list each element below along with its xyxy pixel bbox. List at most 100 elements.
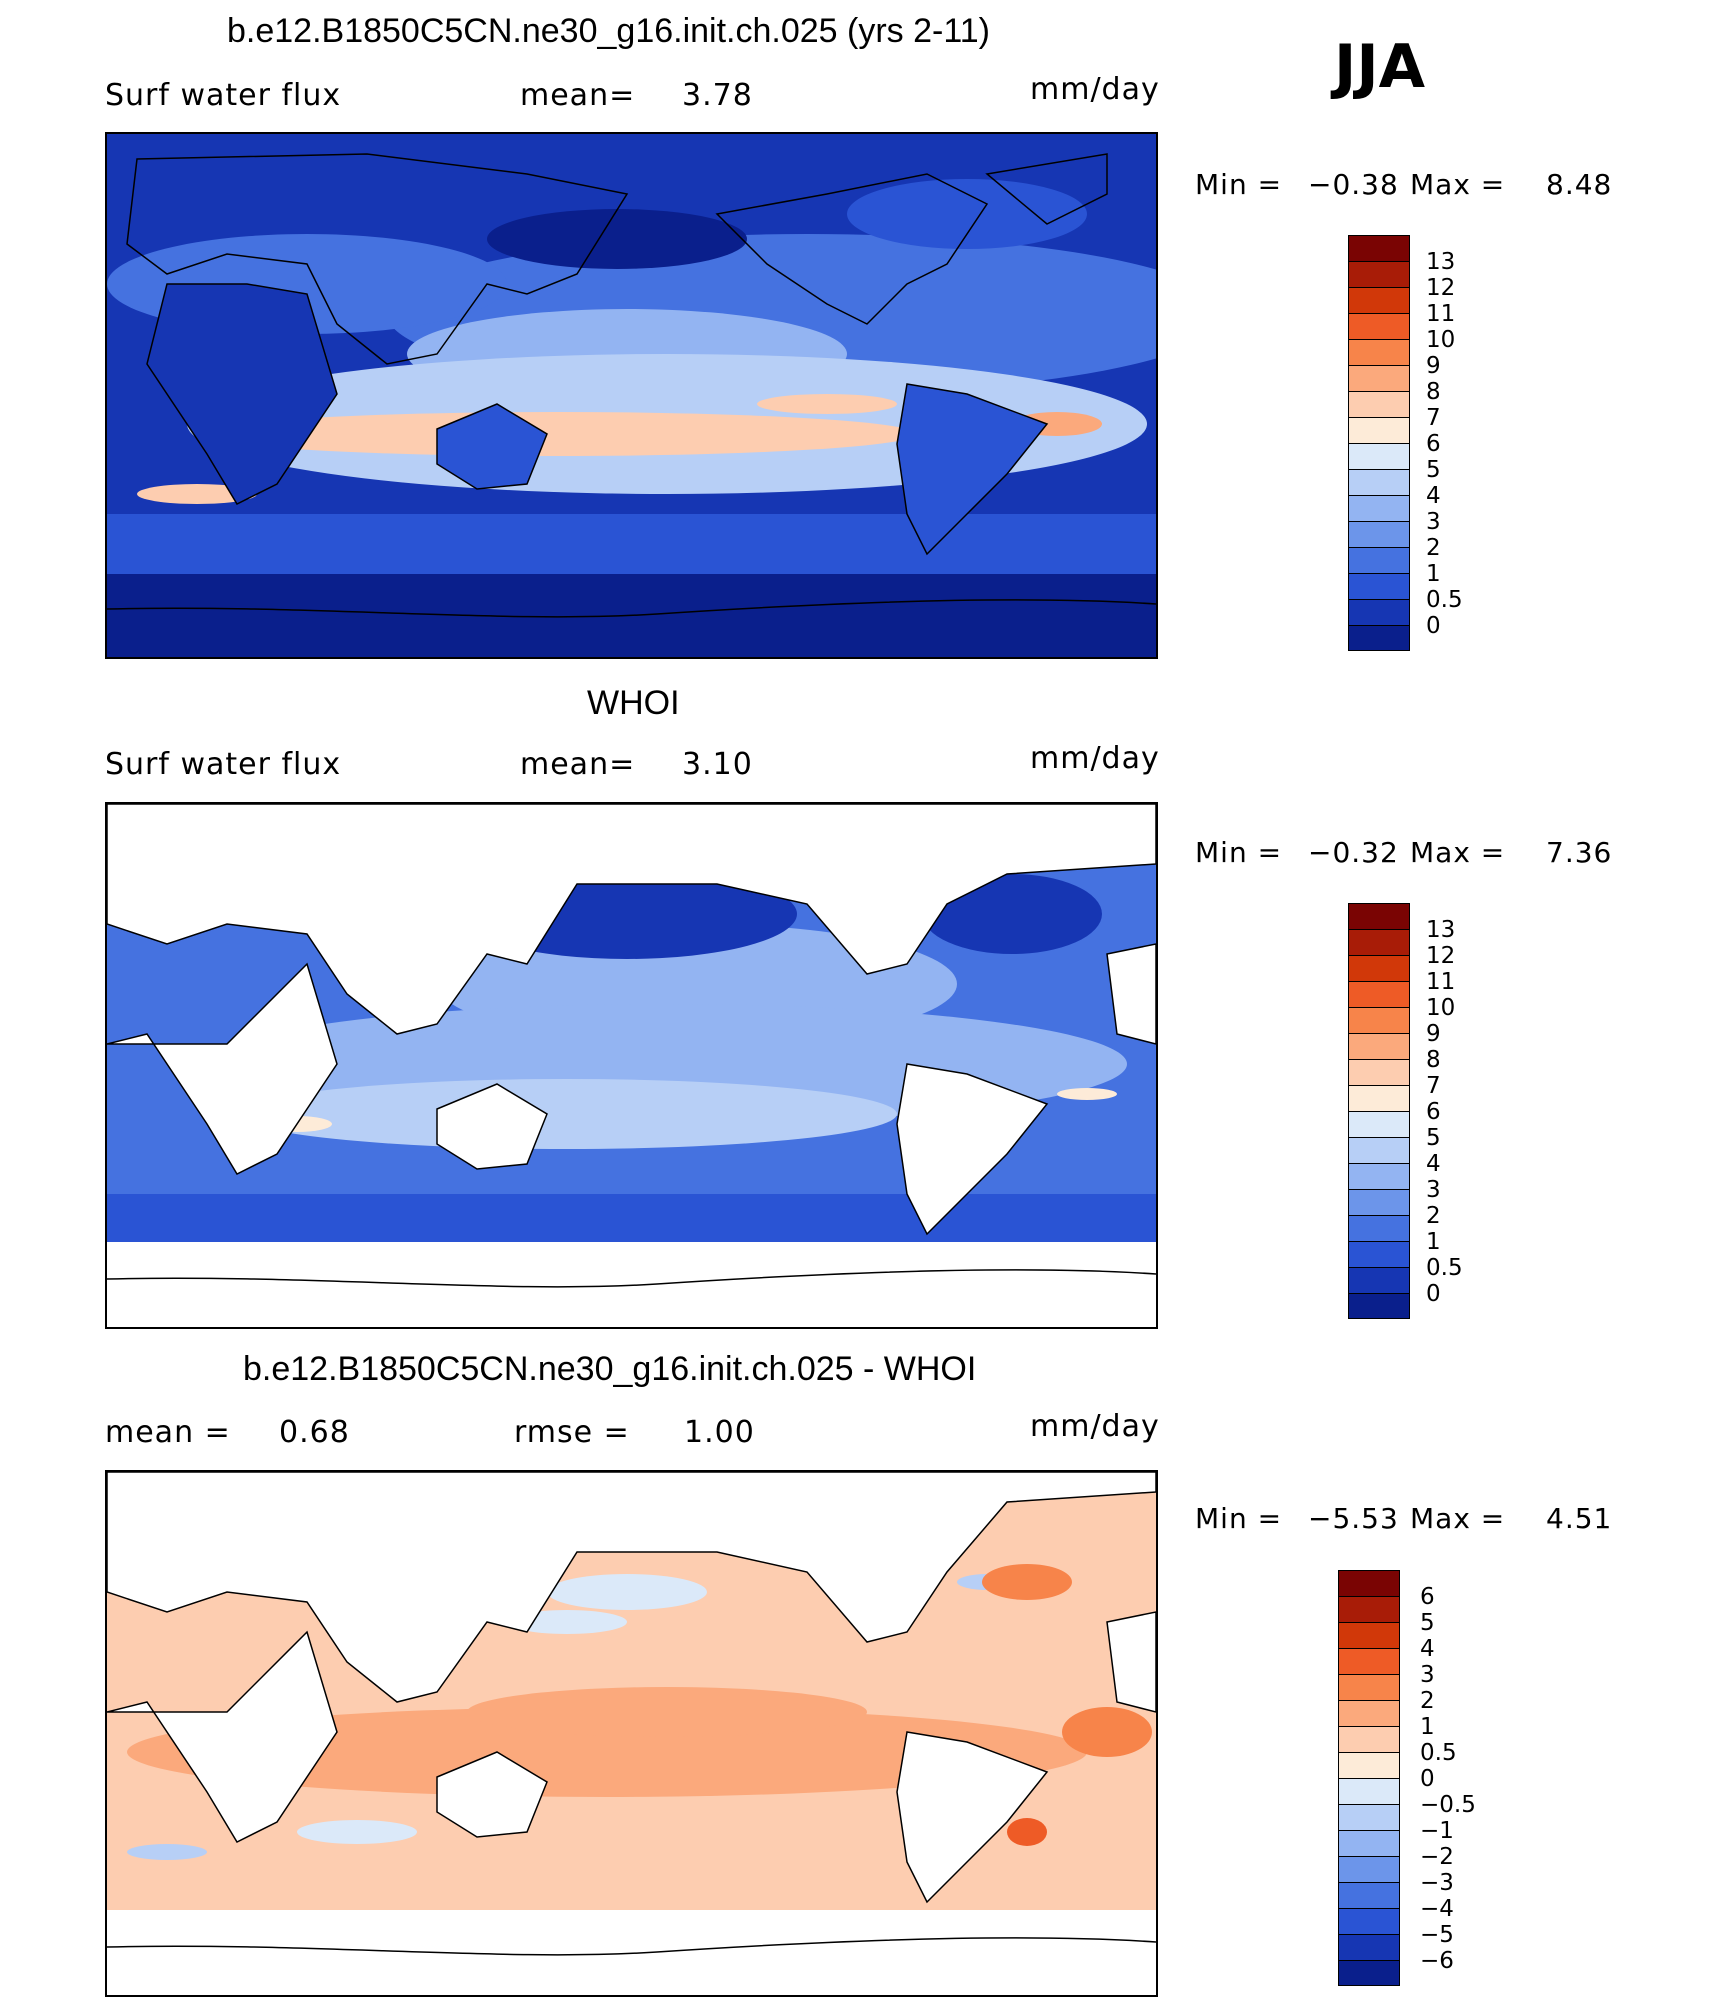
colorbar-tick-label: 3 <box>1426 509 1441 535</box>
colorbar-swatch <box>1338 1648 1400 1674</box>
panel2-min-label: Min = <box>1195 836 1283 869</box>
colorbar-swatch <box>1348 1007 1410 1033</box>
panel3-map-field <box>107 1472 1156 1995</box>
colorbar-swatch <box>1338 1726 1400 1752</box>
colorbar-tick-label: 11 <box>1426 969 1456 995</box>
colorbar-tick-label: 10 <box>1426 995 1456 1021</box>
colorbar-swatch <box>1348 521 1410 547</box>
colorbar-tick-label: 7 <box>1426 1073 1441 1099</box>
colorbar-tick-label: 0.5 <box>1426 1255 1463 1281</box>
colorbar-swatch <box>1338 1934 1400 1960</box>
colorbar-swatch <box>1348 1215 1410 1241</box>
colorbar-swatch <box>1348 625 1410 651</box>
colorbar-swatch <box>1348 339 1410 365</box>
colorbar-swatch <box>1348 469 1410 495</box>
colorbar-swatch <box>1338 1752 1400 1778</box>
panel2-max-label: Max = <box>1410 836 1506 869</box>
colorbar-swatch <box>1338 1674 1400 1700</box>
colorbar-swatch <box>1338 1778 1400 1804</box>
panel2-variable-label: Surf water flux <box>105 747 342 782</box>
colorbar-tick-label: −1 <box>1420 1818 1454 1844</box>
colorbar-tick-label: 0 <box>1426 613 1441 639</box>
panel2-title: WHOI <box>587 684 680 722</box>
colorbar-swatch <box>1348 1189 1410 1215</box>
colorbar-swatch <box>1348 1033 1410 1059</box>
colorbar-swatch <box>1348 1085 1410 1111</box>
colorbar-swatch <box>1348 1241 1410 1267</box>
colorbar-tick-label: 0 <box>1420 1766 1435 1792</box>
colorbar-swatch <box>1348 235 1410 261</box>
panel3-min-value: −5.53 <box>1308 1502 1399 1535</box>
colorbar-tick-label: 6 <box>1426 1099 1441 1125</box>
colorbar-tick-label: 5 <box>1420 1610 1435 1636</box>
panel1-max-value: 8.48 <box>1546 168 1613 201</box>
colorbar-swatch <box>1348 417 1410 443</box>
colorbar-swatch <box>1348 929 1410 955</box>
colorbar-swatch <box>1338 1908 1400 1934</box>
panel2-map-field <box>107 804 1156 1327</box>
colorbar-tick-label: −2 <box>1420 1844 1454 1870</box>
panel2-colorbar <box>1348 903 1410 1319</box>
colorbar-swatch <box>1338 1596 1400 1622</box>
colorbar-tick-label: 12 <box>1426 275 1456 301</box>
colorbar-tick-label: 2 <box>1426 535 1441 561</box>
panel3-rmse-value: 1.00 <box>684 1415 755 1450</box>
colorbar-tick-label: −3 <box>1420 1870 1454 1896</box>
colorbar-tick-label: 11 <box>1426 301 1456 327</box>
colorbar-swatch <box>1348 495 1410 521</box>
panel1-min-value: −0.38 <box>1308 168 1399 201</box>
colorbar-tick-label: 4 <box>1426 483 1441 509</box>
colorbar-tick-label: 1 <box>1426 561 1441 587</box>
panel3-colorbar <box>1338 1570 1400 1986</box>
panel1-map <box>105 132 1158 659</box>
panel3-min-label: Min = <box>1195 1502 1283 1535</box>
colorbar-tick-label: 6 <box>1420 1584 1435 1610</box>
panel3-rmse-label: rmse = <box>514 1415 630 1450</box>
colorbar-tick-label: 7 <box>1426 405 1441 431</box>
colorbar-swatch <box>1348 903 1410 929</box>
colorbar-tick-label: 5 <box>1426 457 1441 483</box>
colorbar-swatch <box>1348 547 1410 573</box>
panel2-max-value: 7.36 <box>1546 836 1613 869</box>
panel3-map <box>105 1470 1158 1997</box>
panel3-max-value: 4.51 <box>1546 1502 1613 1535</box>
panel2-colorbar-labels: 13 12 11 10 9 8 7 6 5 4 3 2 1 0.5 0 <box>1426 917 1463 1307</box>
panel3-units: mm/day <box>1030 1409 1160 1444</box>
panel2-mean-label: mean= <box>520 747 636 782</box>
colorbar-tick-label: 2 <box>1426 1203 1441 1229</box>
colorbar-swatch <box>1338 1960 1400 1986</box>
panel1-max-label: Max = <box>1410 168 1506 201</box>
colorbar-swatch <box>1348 1267 1410 1293</box>
colorbar-swatch <box>1348 365 1410 391</box>
colorbar-tick-label: 13 <box>1426 249 1456 275</box>
panel1-map-field <box>107 134 1156 657</box>
colorbar-tick-label: 3 <box>1426 1177 1441 1203</box>
season-label: JJA <box>1334 32 1426 102</box>
colorbar-swatch <box>1348 313 1410 339</box>
colorbar-swatch <box>1338 1856 1400 1882</box>
colorbar-tick-label: 4 <box>1426 1151 1441 1177</box>
panel1-units: mm/day <box>1030 72 1160 107</box>
colorbar-tick-label: 8 <box>1426 1047 1441 1073</box>
colorbar-swatch <box>1338 1882 1400 1908</box>
colorbar-tick-label: 13 <box>1426 917 1456 943</box>
colorbar-tick-label: 9 <box>1426 353 1441 379</box>
panel1-mean-value: 3.78 <box>682 78 753 113</box>
panel2-units: mm/day <box>1030 741 1160 776</box>
colorbar-swatch <box>1338 1700 1400 1726</box>
panel1-colorbar <box>1348 235 1410 651</box>
colorbar-swatch <box>1348 573 1410 599</box>
panel1-min-label: Min = <box>1195 168 1283 201</box>
colorbar-swatch <box>1348 955 1410 981</box>
colorbar-swatch <box>1348 1137 1410 1163</box>
colorbar-tick-label: −6 <box>1420 1948 1454 1974</box>
colorbar-tick-label: 0 <box>1426 1281 1441 1307</box>
colorbar-tick-label: −5 <box>1420 1922 1454 1948</box>
panel2-min-value: −0.32 <box>1308 836 1399 869</box>
colorbar-tick-label: −4 <box>1420 1896 1454 1922</box>
colorbar-tick-label: 3 <box>1420 1662 1435 1688</box>
colorbar-swatch <box>1348 261 1410 287</box>
panel3-mean-label: mean = <box>105 1415 231 1450</box>
panel1-colorbar-labels: 13 12 11 10 9 8 7 6 5 4 3 2 1 0.5 0 <box>1426 249 1463 639</box>
panel1-variable-label: Surf water flux <box>105 78 342 113</box>
